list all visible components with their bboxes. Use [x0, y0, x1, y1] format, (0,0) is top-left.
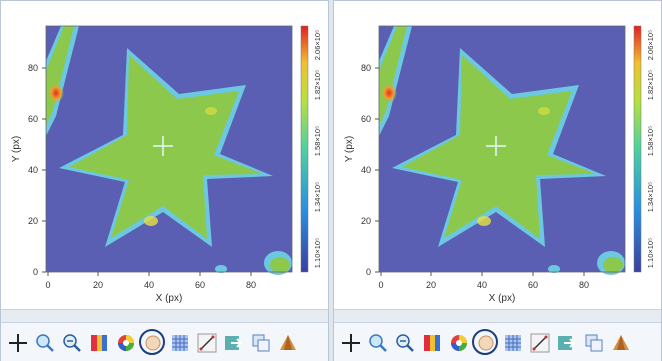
image-panel-right: 0 20 40 60 80 0 20 40 60 80 X (px) Y (px…	[333, 0, 662, 361]
circle-region-icon[interactable]	[472, 329, 498, 355]
y-tick-label: 40	[361, 165, 371, 175]
corner-blob-inner	[270, 257, 290, 273]
plot-frame[interactable]: 0 20 40 60 80 0 20 40 60 80 X (px) Y (px…	[334, 1, 662, 309]
x-tick-label: 60	[195, 280, 205, 290]
colorbar-tick-label: 1.58×10⁵	[646, 126, 655, 156]
plot-border	[378, 25, 626, 273]
y-tick-label: 20	[28, 216, 38, 226]
y-ticks	[42, 67, 46, 273]
zoom-out-icon[interactable]	[61, 332, 83, 354]
x-tick-label: 40	[144, 280, 154, 290]
plot-frame[interactable]: 0 20 40 60 80 0 20 40 60 80 X (px) Y (px…	[1, 1, 330, 309]
y-axis-label: Y (px)	[11, 136, 22, 163]
surface-3d-icon[interactable]	[610, 332, 632, 354]
y-tick-label: 40	[28, 165, 38, 175]
x-tick-label: 60	[528, 280, 538, 290]
hot-spot	[48, 83, 64, 103]
window-layers-icon[interactable]	[583, 332, 605, 354]
x-tick-label: 80	[246, 280, 256, 290]
colorbar-tick-label: 2.06×10⁵	[646, 30, 655, 60]
y-tick-label: 0	[33, 267, 38, 277]
x-axis-label: X (px)	[489, 293, 516, 304]
line-profile-icon[interactable]	[196, 332, 218, 354]
grid-pattern-icon[interactable]	[169, 332, 191, 354]
image-plot[interactable]: 0 20 40 60 80 0 20 40 60 80 X (px) Y (px…	[1, 1, 330, 309]
colormap-icon[interactable]	[421, 332, 443, 354]
colorbar-tick-label: 1.34×10⁵	[646, 182, 655, 212]
x-axis-label: X (px)	[156, 293, 183, 304]
y-tick-label: 80	[28, 63, 38, 73]
zoom-out-icon[interactable]	[394, 332, 416, 354]
warm-spot	[538, 107, 550, 115]
y-tick-label: 60	[28, 114, 38, 124]
export-icon[interactable]	[223, 332, 245, 354]
corner-blob-inner	[603, 257, 623, 273]
crosshair-icon[interactable]	[7, 332, 29, 354]
colorbar-tick-label: 1.58×10⁵	[313, 126, 322, 156]
colorbar-tick-label: 1.10×10⁵	[313, 238, 322, 268]
warm-spot	[144, 216, 158, 226]
grid-pattern-icon[interactable]	[502, 332, 524, 354]
y-tick-label: 20	[361, 216, 371, 226]
plot-toolbar	[1, 323, 328, 361]
star-shape	[69, 55, 263, 239]
colormap-icon[interactable]	[88, 332, 110, 354]
star-shape	[402, 55, 596, 239]
colorbar	[633, 25, 642, 273]
x-tick-label: 40	[477, 280, 487, 290]
image-panel-left: 0 20 40 60 80 0 20 40 60 80 X (px) Y (px…	[0, 0, 329, 361]
surface-3d-icon[interactable]	[277, 332, 299, 354]
horizontal-scrollbar[interactable]	[1, 309, 328, 323]
warm-spot	[205, 107, 217, 115]
hot-spot	[381, 83, 397, 103]
horizontal-scrollbar[interactable]	[334, 309, 661, 323]
small-blob	[548, 265, 560, 273]
colorbar-tick-label: 1.34×10⁵	[313, 182, 322, 212]
warm-spot	[477, 216, 491, 226]
x-tick-label: 0	[378, 280, 383, 290]
image-plot[interactable]: 0 20 40 60 80 0 20 40 60 80 X (px) Y (px…	[334, 1, 662, 309]
colorbar-tick-label: 2.06×10⁵	[313, 30, 322, 60]
y-tick-label: 80	[361, 63, 371, 73]
plot-border	[45, 25, 293, 273]
window-layers-icon[interactable]	[250, 332, 272, 354]
y-axis-label: Y (px)	[344, 136, 355, 163]
x-ticks	[47, 272, 252, 276]
y-ticks	[375, 67, 379, 273]
x-ticks	[380, 272, 585, 276]
x-tick-label: 20	[93, 280, 103, 290]
y-tick-label: 0	[366, 267, 371, 277]
colorbar-tick-label: 1.82×10⁵	[646, 70, 655, 100]
export-icon[interactable]	[556, 332, 578, 354]
color-wheel-icon[interactable]	[448, 332, 470, 354]
colorbar	[300, 25, 309, 273]
x-tick-label: 0	[45, 280, 50, 290]
x-tick-label: 20	[426, 280, 436, 290]
plot-toolbar	[334, 323, 661, 361]
x-tick-label: 80	[579, 280, 589, 290]
circle-region-icon[interactable]	[139, 329, 165, 355]
colorbar-tick-label: 1.10×10⁵	[646, 238, 655, 268]
zoom-in-icon[interactable]	[367, 332, 389, 354]
small-blob	[215, 265, 227, 273]
y-tick-label: 60	[361, 114, 371, 124]
crosshair-icon[interactable]	[340, 332, 362, 354]
color-wheel-icon[interactable]	[115, 332, 137, 354]
line-profile-icon[interactable]	[529, 332, 551, 354]
zoom-in-icon[interactable]	[34, 332, 56, 354]
colorbar-tick-label: 1.82×10⁵	[313, 70, 322, 100]
